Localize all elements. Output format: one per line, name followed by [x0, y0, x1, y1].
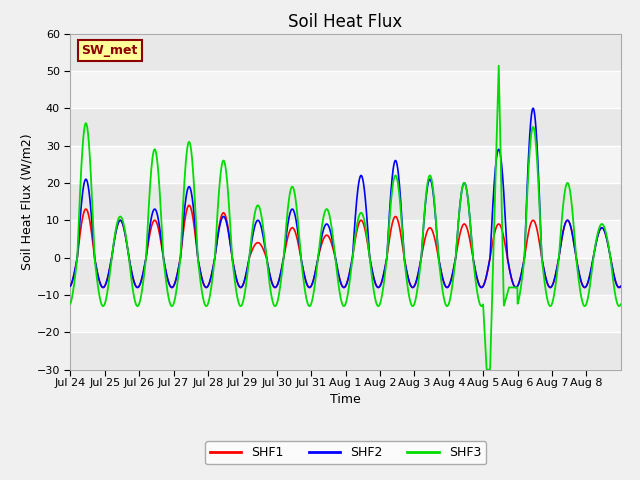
Bar — [70, 220, 621, 258]
Bar — [70, 183, 621, 220]
Text: SW_met: SW_met — [81, 44, 138, 57]
Bar — [70, 332, 621, 370]
X-axis label: Time: Time — [330, 394, 361, 407]
Legend: SHF1, SHF2, SHF3: SHF1, SHF2, SHF3 — [205, 441, 486, 464]
Title: Soil Heat Flux: Soil Heat Flux — [289, 12, 403, 31]
Bar — [70, 295, 621, 332]
Bar — [70, 71, 621, 108]
Bar — [70, 145, 621, 183]
Bar — [70, 258, 621, 295]
Bar — [70, 34, 621, 71]
Bar — [70, 108, 621, 145]
Y-axis label: Soil Heat Flux (W/m2): Soil Heat Flux (W/m2) — [20, 133, 34, 270]
